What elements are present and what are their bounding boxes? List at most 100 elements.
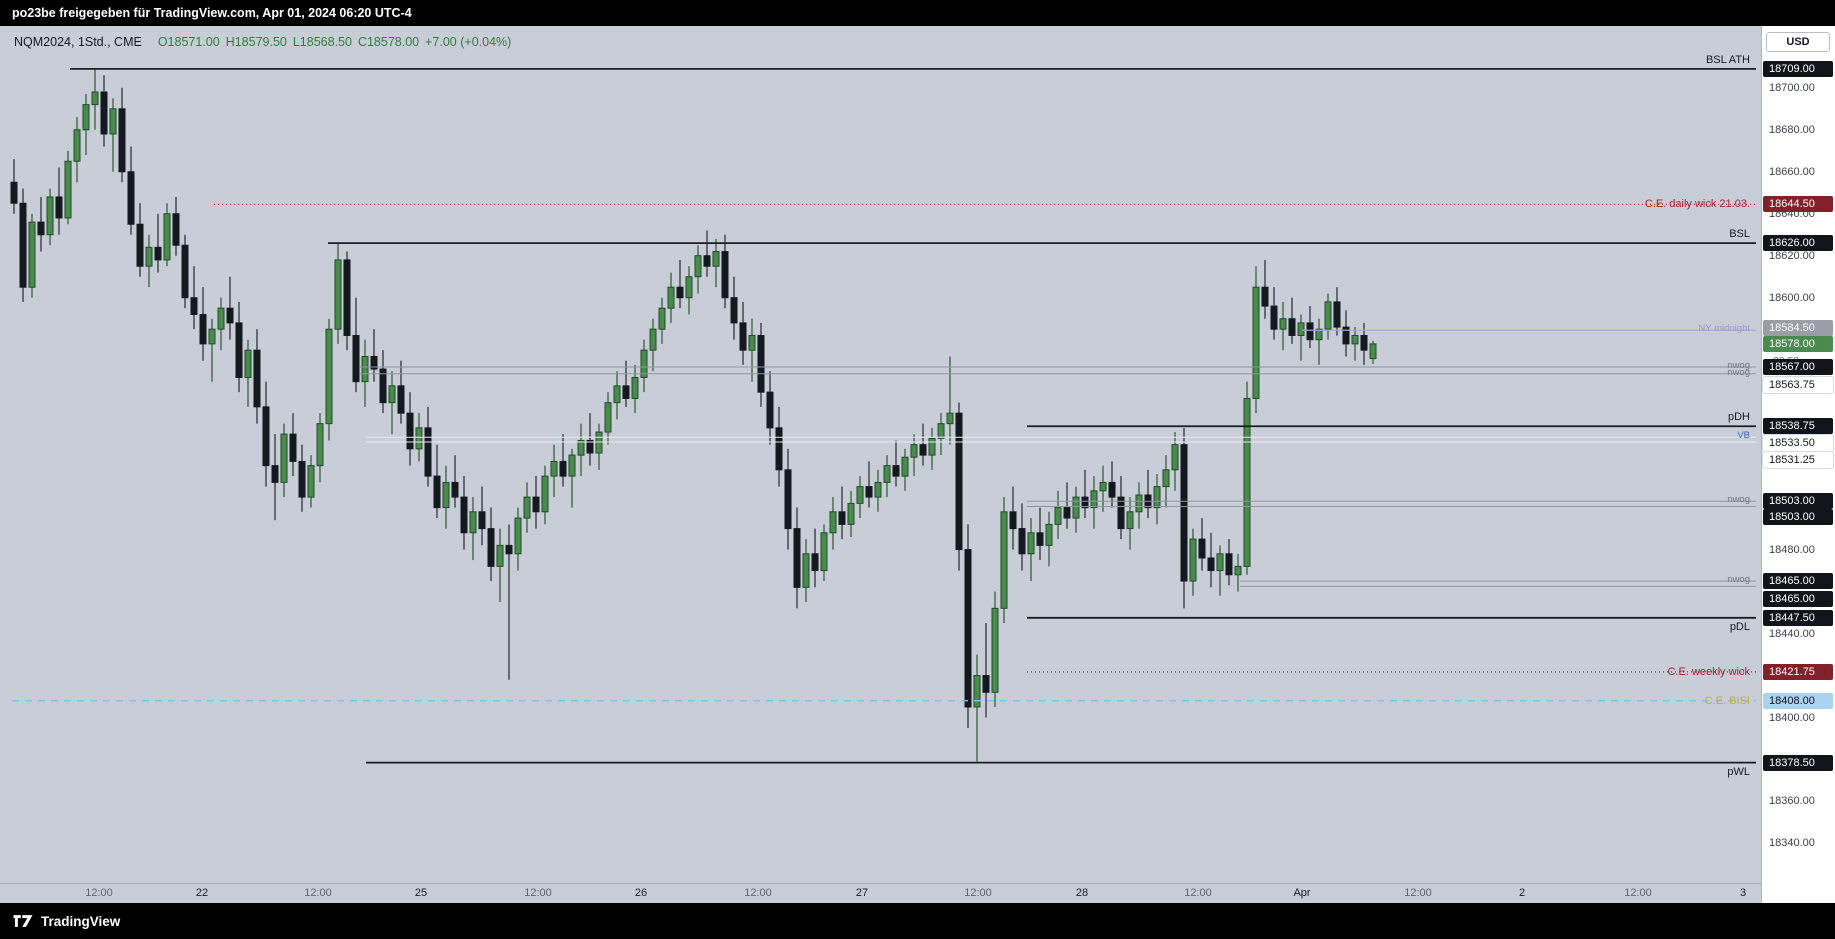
currency-button[interactable]: USD	[1766, 32, 1830, 52]
candle-body	[397, 385, 405, 414]
price-axis-label: 18700.00	[1769, 81, 1815, 94]
candle-body	[433, 475, 441, 509]
candle-body	[919, 444, 927, 456]
candle-body	[928, 437, 936, 456]
candle-body	[1333, 301, 1341, 328]
time-axis-label[interactable]: 12:00	[524, 887, 552, 899]
price-axis-label: 18480.00	[1769, 543, 1815, 556]
legend-high: H18579.50	[225, 35, 287, 49]
price-axis-label: 18600.00	[1769, 291, 1815, 304]
time-axis-label[interactable]: 12:00	[744, 887, 772, 899]
candle-body	[1234, 565, 1242, 576]
time-axis-label[interactable]: 22	[195, 887, 209, 899]
tradingview-logo[interactable]: TradingView	[12, 912, 120, 930]
time-axis-label[interactable]: 26	[634, 887, 648, 899]
time-axis-label[interactable]: 12:00	[1624, 887, 1652, 899]
chart-area[interactable]: BSL ATH C.E. daily wick 21.03. BSL NY midni…	[0, 26, 1761, 883]
price-badge: 18421.75	[1763, 663, 1833, 680]
candle-body	[604, 402, 612, 433]
price-badge: 18709.00	[1763, 60, 1833, 77]
candle-body	[1072, 496, 1080, 519]
candle-body	[577, 439, 585, 456]
price-badge: 18533.50	[1763, 434, 1833, 451]
candle-body	[280, 433, 288, 483]
candle-body	[640, 349, 648, 378]
candle-body	[334, 259, 342, 330]
price-badge: 18644.50	[1763, 196, 1833, 213]
candle-body	[532, 496, 540, 513]
candle-body	[883, 465, 891, 483]
candle-body	[1360, 334, 1368, 351]
candle-body	[937, 423, 945, 439]
candle-body	[1351, 334, 1359, 345]
candle-body	[55, 196, 63, 219]
candle-body	[316, 423, 324, 467]
price-badge: 18503.00	[1763, 493, 1833, 510]
candle-body	[514, 517, 522, 555]
candle-body	[793, 528, 801, 588]
time-axis-label[interactable]: 12:00	[85, 887, 113, 899]
price-badge: 18408.00	[1763, 692, 1833, 709]
candle-body	[964, 549, 972, 708]
candle-body	[811, 553, 819, 572]
candle-body	[1288, 318, 1296, 336]
price-badge: 18578.00	[1763, 335, 1833, 352]
time-axis-label[interactable]: 28	[1075, 887, 1089, 899]
candle-body	[901, 456, 909, 477]
price-badge: 18465.00	[1763, 573, 1833, 590]
time-axis-label[interactable]: 2	[1518, 887, 1526, 899]
candle-body	[487, 528, 495, 567]
price-badge: 18378.50	[1763, 754, 1833, 771]
candle-body	[838, 511, 846, 525]
candle-body	[73, 129, 81, 162]
symbol-title[interactable]: NQM2024, 1Std., CME	[14, 35, 142, 49]
candle-body	[64, 160, 72, 219]
candle-body	[1261, 286, 1269, 307]
price-axis[interactable]: USD 18700.00 18680.00 18660.00 18640.00 1862…	[1761, 26, 1835, 903]
time-axis-label[interactable]: 27	[855, 887, 869, 899]
candle-body	[91, 91, 99, 106]
candle-body	[1189, 538, 1197, 582]
candle-body	[1063, 507, 1071, 519]
candle-body	[127, 171, 135, 225]
candle-body	[820, 532, 828, 572]
tradingview-logo-text: TradingView	[41, 913, 121, 929]
price-badge: 18626.00	[1763, 235, 1833, 252]
time-axis-label[interactable]: 3	[1739, 887, 1747, 899]
candle-body	[469, 511, 477, 534]
candle-body	[19, 202, 27, 288]
time-axis-label[interactable]: 12:00	[304, 887, 332, 899]
candle-body	[676, 286, 684, 299]
candle-body	[1153, 486, 1161, 509]
candle-body	[559, 460, 567, 477]
symbol-legend: NQM2024, 1Std., CME O18571.00 H18579.50 L18…	[14, 35, 511, 49]
price-badge: 18503.00	[1763, 509, 1833, 526]
candle-body	[1009, 511, 1017, 530]
candle-body	[37, 221, 45, 236]
candle-body	[451, 481, 459, 498]
candle-body	[1054, 507, 1062, 525]
candle-body	[388, 385, 396, 404]
candle-body	[1252, 286, 1260, 399]
time-axis-label[interactable]: 25	[414, 887, 428, 899]
time-axis-label[interactable]: 12:00	[964, 887, 992, 899]
attribution-bar: po23be freigegeben für TradingView.com, …	[0, 0, 1835, 26]
candle-body	[1162, 469, 1170, 488]
price-badge: 18531.25	[1763, 452, 1833, 469]
candle-body	[1297, 322, 1305, 336]
price-axis-label: 18680.00	[1769, 123, 1815, 136]
candle-body	[1207, 557, 1215, 572]
candle-body	[874, 481, 882, 498]
price-axis-label: 18360.00	[1769, 795, 1815, 808]
time-axis-label[interactable]: 12:00	[1404, 887, 1432, 899]
candle-body	[136, 223, 144, 267]
candle-body	[325, 328, 333, 425]
candle-body	[865, 486, 873, 498]
candle-body	[262, 406, 270, 467]
candle-body	[172, 213, 180, 246]
time-axis-label[interactable]: 12:00	[1184, 887, 1212, 899]
candle-body	[1090, 490, 1098, 509]
time-axis[interactable]: 12:00 22 12:00 25 12:00 26 12:00 27 12:00 28 12:00…	[0, 883, 1761, 903]
time-axis-label[interactable]: Apr	[1293, 887, 1311, 899]
candle-body	[667, 286, 675, 309]
